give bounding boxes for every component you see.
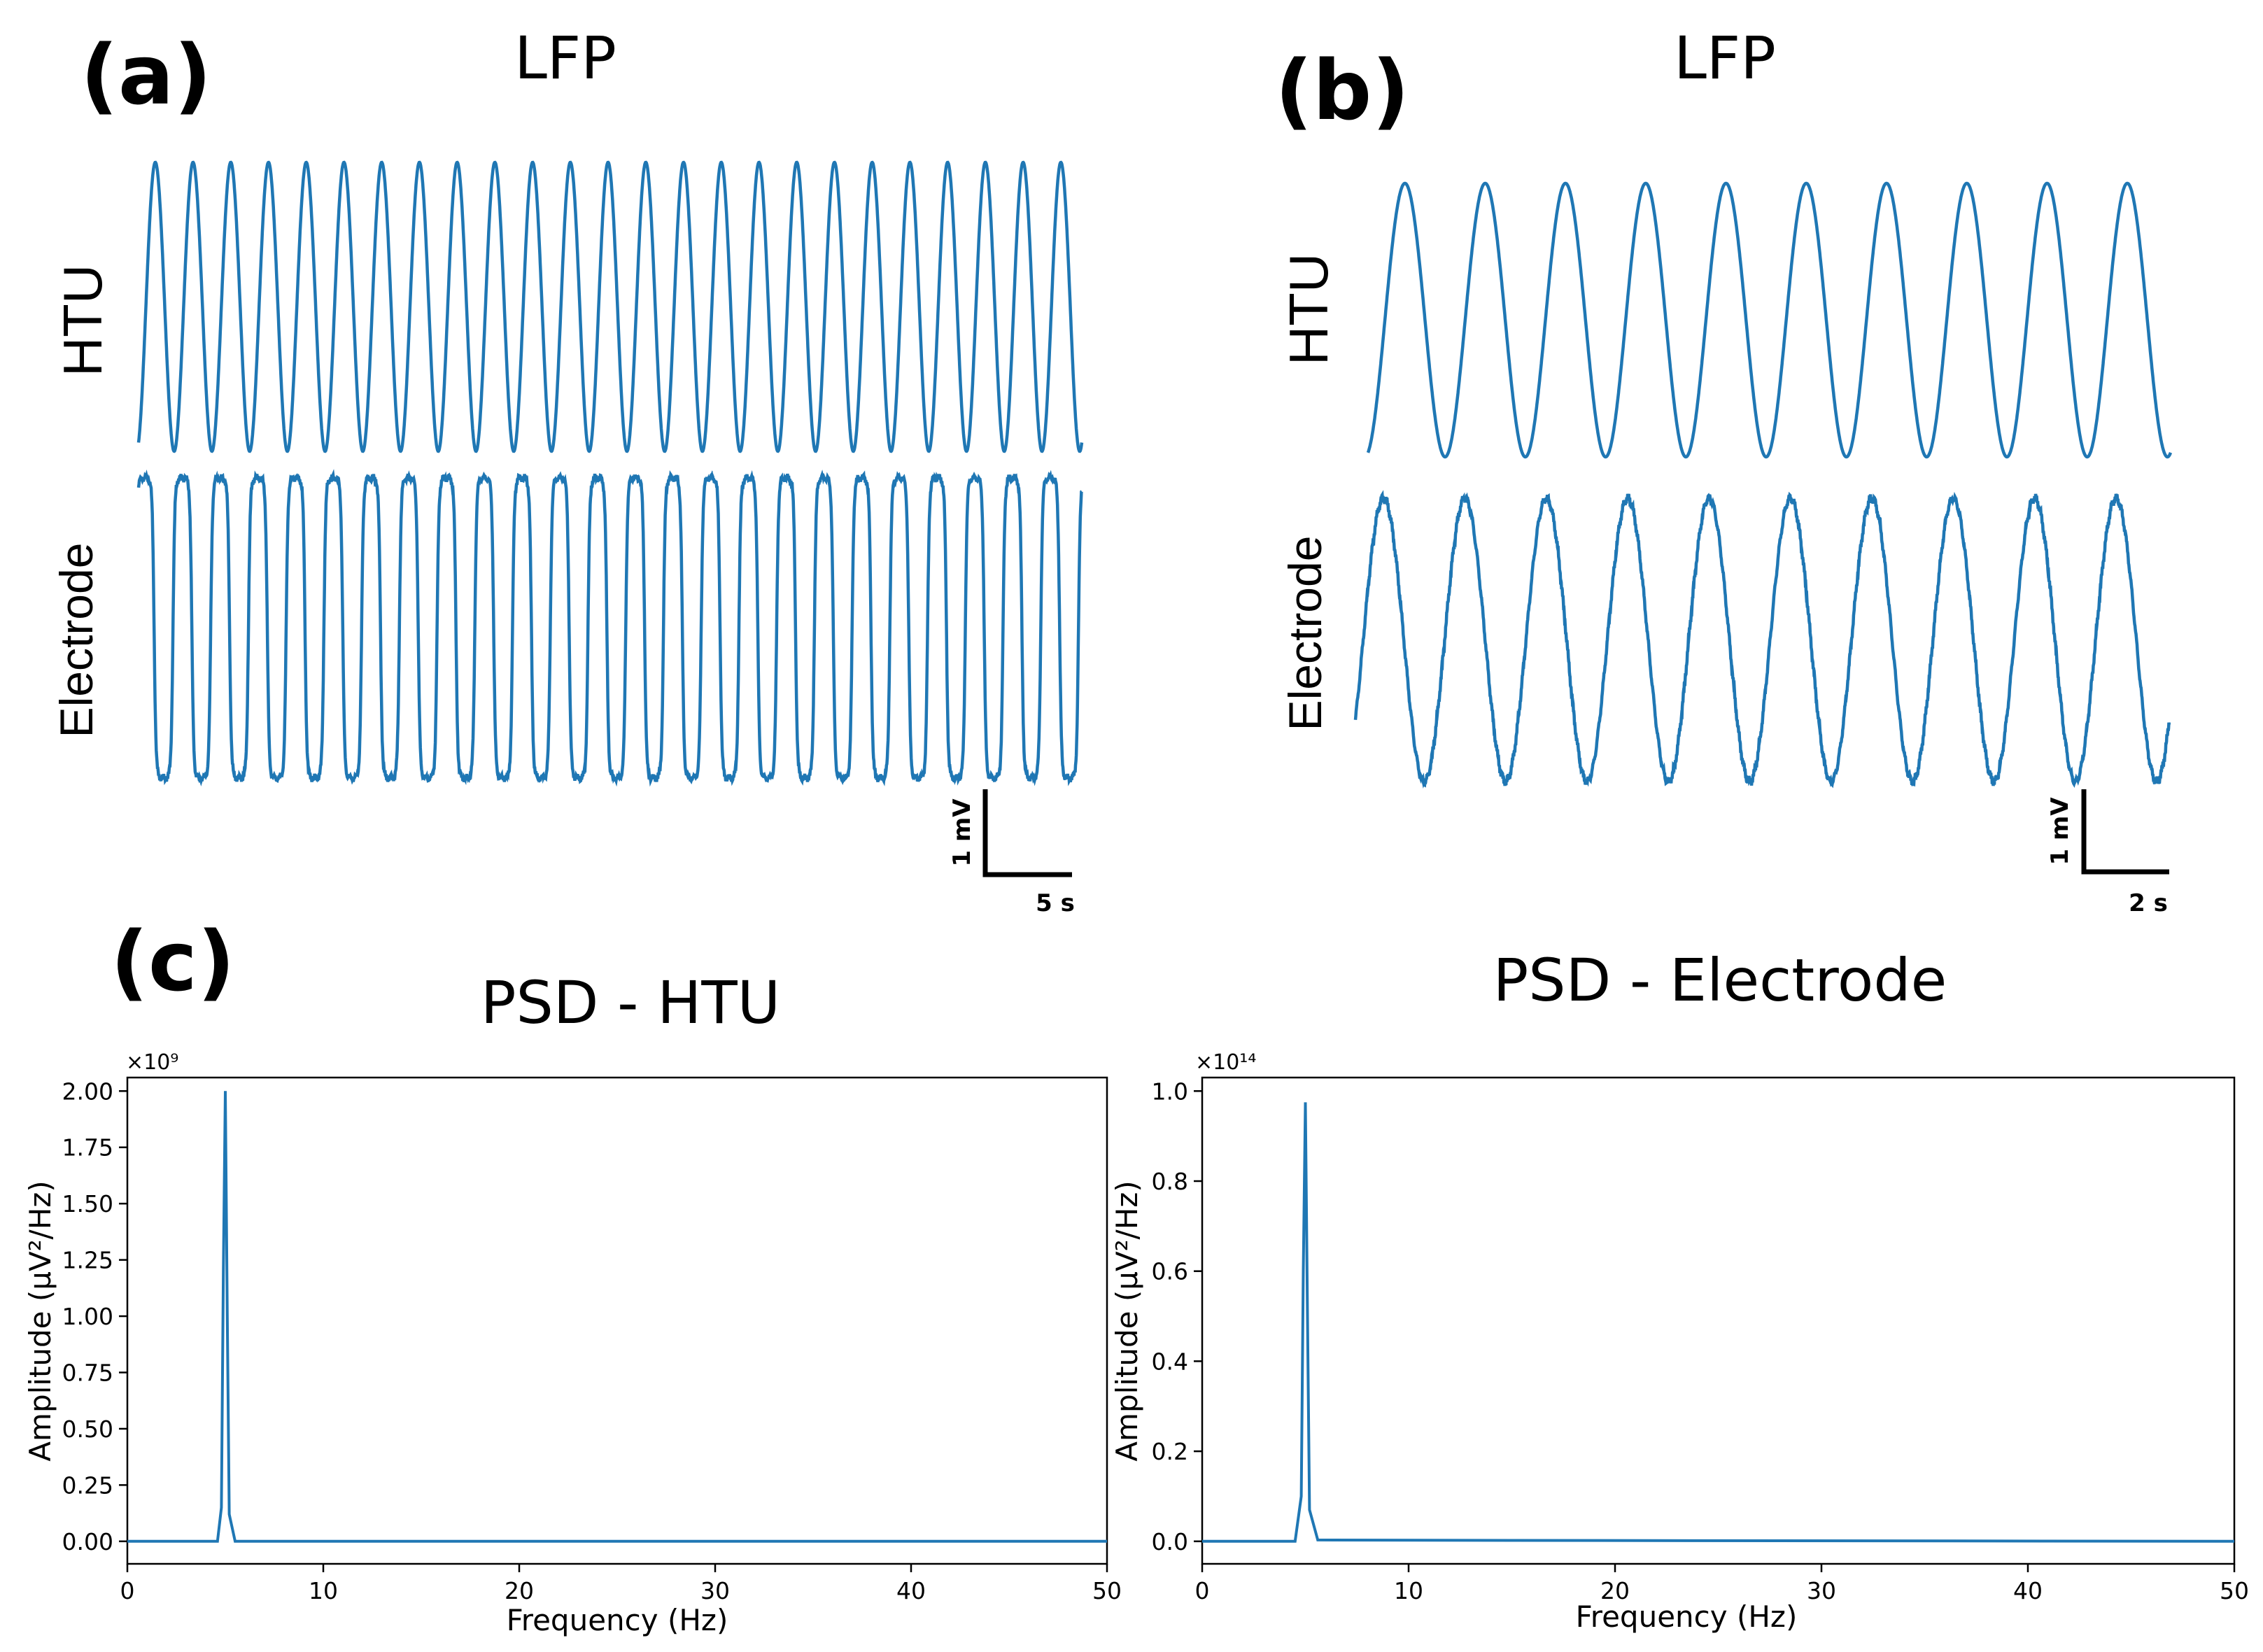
psd-electrode-chart: PSD - Electrode ×10¹⁴ 0 10 20 30 40 50 0.0 0.2…	[1110, 946, 2249, 1634]
psd2-xtick-label-3: 30	[1807, 1577, 1836, 1604]
psd2-ytick-label-2: 0.4	[1152, 1348, 1188, 1375]
panel-b-scale-time: 2 s	[2129, 889, 2168, 917]
panel-a-htu-label: HTU	[52, 264, 113, 376]
panel-b-title: LFP	[1674, 24, 1776, 92]
panel-b-electrode-label: Electrode	[1279, 536, 1331, 731]
psd-htu-xticks: 0 10 20 30 40 50	[120, 1564, 1122, 1604]
psd2-ytick-label-0: 0.0	[1152, 1528, 1188, 1555]
panel-a-scalebar-lines	[982, 789, 1072, 877]
panel-b-scale-voltage: 1 mV	[2046, 797, 2074, 866]
psd2-xtick-label-5: 50	[2220, 1577, 2249, 1604]
psd2-ytick-label-4: 0.8	[1152, 1168, 1188, 1195]
psd2-xtick-label-0: 0	[1195, 1577, 1210, 1604]
psd2-xtick-label-1: 10	[1394, 1577, 1423, 1604]
psd1-ytick-label-3: 0.75	[62, 1360, 113, 1387]
psd2-ytick-label-5: 1.0	[1152, 1078, 1188, 1105]
psd2-xtick-label-4: 40	[2013, 1577, 2043, 1604]
panel-b-htu-label: HTU	[1278, 253, 1339, 365]
panel-a-htu-trace	[136, 160, 1084, 453]
psd-electrode-title: PSD - Electrode	[1493, 946, 1947, 1015]
psd-htu-line	[127, 1091, 1107, 1543]
panel-c-label: (c)	[111, 913, 235, 1010]
psd-electrode-xticks: 0 10 20 30 40 50	[1195, 1564, 2249, 1604]
panel-b-label: (b)	[1275, 42, 1409, 139]
psd2-xtick-label-2: 20	[1600, 1577, 1630, 1604]
psd1-ytick-label-8: 2.00	[62, 1078, 113, 1105]
psd1-ytick-label-5: 1.25	[62, 1247, 113, 1274]
psd1-xtick-label-5: 50	[1092, 1577, 1122, 1604]
psd-htu-yticks: 0.00 0.25 0.50 0.75 1.00 1.25 1.50 1.75 2.00	[62, 1078, 127, 1555]
panel-a-label: (a)	[80, 27, 212, 123]
psd1-xtick-label-1: 10	[309, 1577, 338, 1604]
psd-htu-title: PSD - HTU	[481, 968, 780, 1037]
psd1-ytick-label-2: 0.50	[62, 1416, 113, 1443]
psd-electrode-ylabel: Amplitude (μV²/Hz)	[1110, 1180, 1144, 1461]
psd-htu-xlabel: Frequency (Hz)	[507, 1603, 728, 1637]
psd-electrode-multiplier: ×10¹⁴	[1195, 1050, 1256, 1075]
psd1-xtick-label-4: 40	[896, 1577, 926, 1604]
psd1-xtick-label-0: 0	[120, 1577, 135, 1604]
psd1-ytick-label-4: 1.00	[62, 1303, 113, 1330]
panel-a-scale-voltage: 1 mV	[948, 798, 976, 867]
panel-a-scale-time: 5 s	[1036, 889, 1075, 917]
psd-htu-ylabel: Amplitude (μV²/Hz)	[23, 1180, 57, 1461]
psd1-ytick-label-0: 0.00	[62, 1528, 113, 1555]
psd-htu-chart: PSD - HTU ×10⁹ 0 10 20 30 40 50 0.000.250.500…	[23, 968, 1122, 1637]
panel-b-htu-trace	[1366, 181, 2173, 459]
psd-electrode-xlabel: Frequency (Hz)	[1576, 1600, 1798, 1634]
psd2-ytick-label-3: 0.6	[1152, 1258, 1188, 1285]
psd-electrode-axes-frame	[1201, 1076, 2236, 1565]
panel-b-scalebar: 1 mV 2 s	[2046, 789, 2169, 917]
psd2-ytick-label-1: 0.2	[1152, 1438, 1188, 1465]
psd1-ytick-label-1: 0.25	[62, 1471, 113, 1499]
psd-htu-multiplier: ×10⁹	[126, 1050, 178, 1075]
panel-a-title: LFP	[514, 24, 616, 92]
psd1-xtick-label-2: 20	[505, 1577, 534, 1604]
panel-a-scalebar: 1 mV 5 s	[948, 789, 1075, 917]
panel-b-electrode-trace	[1353, 490, 2171, 789]
panel-b-scalebar-lines	[2081, 789, 2169, 875]
psd1-ytick-label-7: 1.75	[62, 1134, 113, 1162]
psd-htu-axes-frame	[126, 1076, 1108, 1565]
psd-electrode-yticks: 0.0 0.2 0.4 0.6 0.8 1.0	[1152, 1078, 1202, 1555]
psd1-ytick-label-6: 1.50	[62, 1190, 113, 1217]
panel-a-electrode-trace	[136, 469, 1083, 787]
psd-electrode-line	[1202, 1102, 2235, 1543]
panel-a-electrode-label: Electrode	[50, 543, 102, 738]
psd1-xtick-label-3: 30	[700, 1577, 730, 1604]
